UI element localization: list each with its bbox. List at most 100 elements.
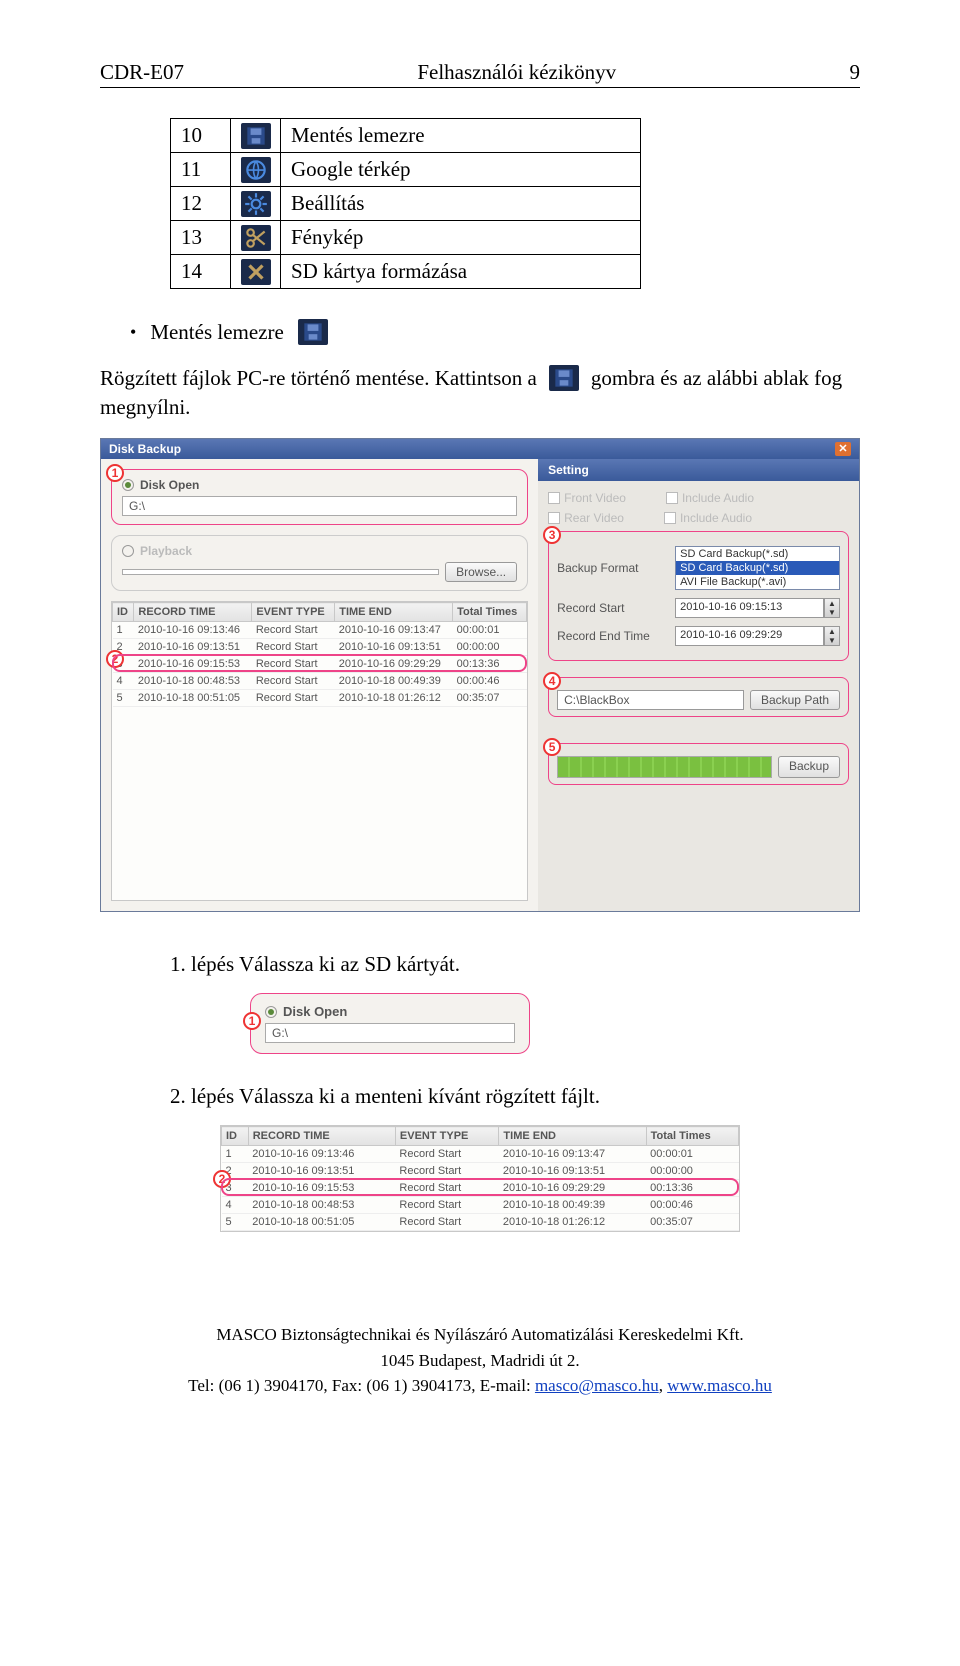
- backup-path-box: 4 C:\BlackBox Backup Path: [548, 677, 849, 717]
- footer-l3b: ,: [659, 1376, 668, 1395]
- close-icon[interactable]: ✕: [835, 442, 851, 456]
- table-row[interactable]: 52010-10-18 00:51:05Record Start2010-10-…: [113, 690, 527, 707]
- scissors-icon: [241, 225, 271, 251]
- table-row[interactable]: 12010-10-16 09:13:46Record Start2010-10-…: [113, 622, 527, 639]
- row-num: 14: [171, 255, 231, 289]
- icon-legend-table: 10 Mentés lemezre11 Google térkép12 Beál…: [170, 118, 641, 289]
- spinner-arrows[interactable]: ▲▼: [824, 598, 840, 618]
- badge-5: 5: [543, 738, 561, 756]
- row-label: Beállítás: [281, 187, 641, 221]
- select-option[interactable]: SD Card Backup(*.sd): [676, 561, 839, 575]
- table-header: ID: [113, 603, 134, 622]
- table-header: Total Times: [453, 603, 527, 622]
- footer-l2: 1045 Budapest, Madridi út 2.: [100, 1348, 860, 1374]
- backup-format-label: Backup Format: [557, 561, 667, 575]
- doc-title: Felhasználói kézikönyv: [417, 60, 616, 85]
- table-header: EVENT TYPE: [395, 1127, 499, 1146]
- checkbox-icon: [666, 492, 678, 504]
- para-line2: megnyílni.: [100, 395, 190, 420]
- window-title: Disk Backup: [109, 442, 181, 456]
- disk-open-label: Disk Open: [140, 478, 199, 492]
- checkbox-item[interactable]: Front Video: [548, 491, 626, 505]
- checkbox-icon: [548, 512, 560, 524]
- record-table: IDRECORD TIMEEVENT TYPETIME ENDTotal Tim…: [112, 602, 527, 707]
- footer-url[interactable]: www.masco.hu: [667, 1376, 772, 1395]
- table-row[interactable]: 12010-10-16 09:13:46Record Start2010-10-…: [222, 1146, 739, 1163]
- playback-path[interactable]: [122, 569, 439, 575]
- row-num: 13: [171, 221, 231, 255]
- backup-path-button[interactable]: Backup Path: [750, 690, 840, 710]
- select-option[interactable]: AVI File Backup(*.avi): [676, 575, 839, 589]
- rec-start-label: Record Start: [557, 601, 667, 615]
- rec-start-spinner[interactable]: 2010-10-16 09:15:13▲▼: [675, 598, 840, 618]
- table-row[interactable]: 32010-10-16 09:15:53Record Start2010-10-…: [113, 656, 527, 673]
- disk-open-label: Disk Open: [283, 1004, 347, 1019]
- save-icon: [298, 319, 328, 345]
- drive-combo[interactable]: G:\: [122, 496, 517, 516]
- table-row[interactable]: 42010-10-18 00:48:53Record Start2010-10-…: [222, 1197, 739, 1214]
- table-row[interactable]: 52010-10-18 00:51:05Record Start2010-10-…: [222, 1214, 739, 1231]
- row-label: Fénykép: [281, 221, 641, 255]
- row-icon: [231, 255, 281, 289]
- save-icon: [549, 365, 579, 391]
- checkbox-item[interactable]: Include Audio: [666, 491, 754, 505]
- select-option[interactable]: SD Card Backup(*.sd): [676, 547, 839, 561]
- footer-l3a: Tel: (06 1) 3904170, Fax: (06 1) 3904173…: [188, 1376, 535, 1395]
- table-row[interactable]: 22010-10-16 09:13:51Record Start2010-10-…: [113, 639, 527, 656]
- radio-disk-open[interactable]: [122, 479, 134, 491]
- browse-button[interactable]: Browse...: [445, 562, 517, 582]
- snippet2-badge: 2: [213, 1170, 231, 1188]
- rec-end-value: 2010-10-16 09:29:29: [675, 626, 824, 646]
- page-footer: MASCO Biztonságtechnikai és Nyílászáró A…: [100, 1322, 860, 1399]
- disk-open-box: 1 Disk Open G:\: [111, 469, 528, 525]
- table-header: Total Times: [646, 1127, 738, 1146]
- checkbox-icon: [548, 492, 560, 504]
- drive-combo[interactable]: G:\: [265, 1023, 515, 1043]
- doc-code: CDR-E07: [100, 60, 184, 85]
- backup-button[interactable]: Backup: [778, 756, 840, 778]
- bullet-dot: •: [130, 322, 136, 343]
- badge-2: 2: [106, 650, 124, 668]
- checkbox-icon: [664, 512, 676, 524]
- table-row[interactable]: 42010-10-18 00:48:53Record Start2010-10-…: [113, 673, 527, 690]
- bullet-label: Mentés lemezre: [150, 320, 284, 345]
- tools-icon: [241, 259, 271, 285]
- table-header: ID: [222, 1127, 249, 1146]
- right-pane: Setting Front Video Include Audio Rear Vi…: [538, 459, 859, 911]
- globe-icon: [241, 157, 271, 183]
- snippet1-badge: 1: [243, 1012, 261, 1030]
- badge-4: 4: [543, 672, 561, 690]
- setting-header: Setting: [538, 459, 859, 481]
- row-num: 12: [171, 187, 231, 221]
- footer-l3: Tel: (06 1) 3904170, Fax: (06 1) 3904173…: [100, 1373, 860, 1399]
- table-row[interactable]: 22010-10-16 09:13:51Record Start2010-10-…: [222, 1163, 739, 1180]
- table-header: TIME END: [499, 1127, 646, 1146]
- row-num: 11: [171, 153, 231, 187]
- page-number: 9: [850, 60, 861, 85]
- row-label: Google térkép: [281, 153, 641, 187]
- rec-start-value: 2010-10-16 09:15:13: [675, 598, 824, 618]
- backup-progress-box: 5 Backup: [548, 743, 849, 785]
- bullet-save: • Mentés lemezre: [130, 319, 860, 345]
- table-header: EVENT TYPE: [252, 603, 335, 622]
- spinner-arrows[interactable]: ▲▼: [824, 626, 840, 646]
- row-icon: [231, 153, 281, 187]
- row-num: 10: [171, 119, 231, 153]
- step2-text: 2. lépés Válassza ki a menteni kívánt rö…: [170, 1084, 860, 1109]
- playback-label: Playback: [140, 544, 192, 558]
- record-table-wrap: IDRECORD TIMEEVENT TYPETIME ENDTotal Tim…: [111, 601, 528, 901]
- radio-disk-open[interactable]: [265, 1006, 277, 1018]
- table-header: RECORD TIME: [248, 1127, 395, 1146]
- rec-end-spinner[interactable]: 2010-10-16 09:29:29▲▼: [675, 626, 840, 646]
- table-row[interactable]: 32010-10-16 09:15:53Record Start2010-10-…: [222, 1180, 739, 1197]
- checkbox-item[interactable]: Include Audio: [664, 511, 752, 525]
- intro-paragraph: Rögzített fájlok PC-re történő mentése. …: [100, 365, 860, 391]
- footer-email[interactable]: masco@masco.hu: [535, 1376, 659, 1395]
- gear-icon: [241, 191, 271, 217]
- radio-playback[interactable]: [122, 545, 134, 557]
- backup-path-input[interactable]: C:\BlackBox: [557, 690, 744, 710]
- record-table-snippet: IDRECORD TIMEEVENT TYPETIME ENDTotal Tim…: [221, 1126, 739, 1231]
- backup-format-select[interactable]: SD Card Backup(*.sd)SD Card Backup(*.sd)…: [675, 546, 840, 590]
- backup-format-box: 3 Backup Format SD Card Backup(*.sd)SD C…: [548, 531, 849, 661]
- checkbox-item[interactable]: Rear Video: [548, 511, 624, 525]
